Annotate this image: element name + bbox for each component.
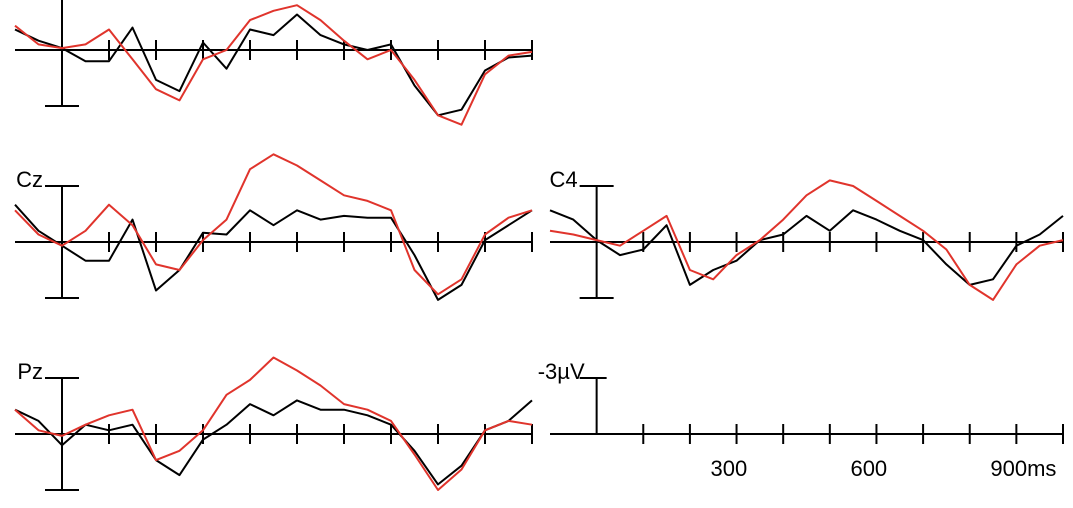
- channel-label: Cz: [16, 167, 43, 192]
- channel-label: Pz: [17, 359, 43, 384]
- waveform: [14, 356, 533, 491]
- x-tick-label: 300: [711, 456, 748, 481]
- x-tick-label: 600: [850, 456, 887, 481]
- waveform: [14, 4, 533, 126]
- x-tick-label: 900ms: [990, 456, 1056, 481]
- waveform: [14, 399, 533, 486]
- waveform: [549, 179, 1064, 301]
- waveform: [14, 153, 533, 296]
- waveform: [549, 209, 1064, 286]
- waveform: [14, 13, 533, 117]
- channel-label: C4: [550, 167, 578, 192]
- y-tick-label: -3µV: [538, 359, 585, 384]
- waveform: [14, 204, 533, 301]
